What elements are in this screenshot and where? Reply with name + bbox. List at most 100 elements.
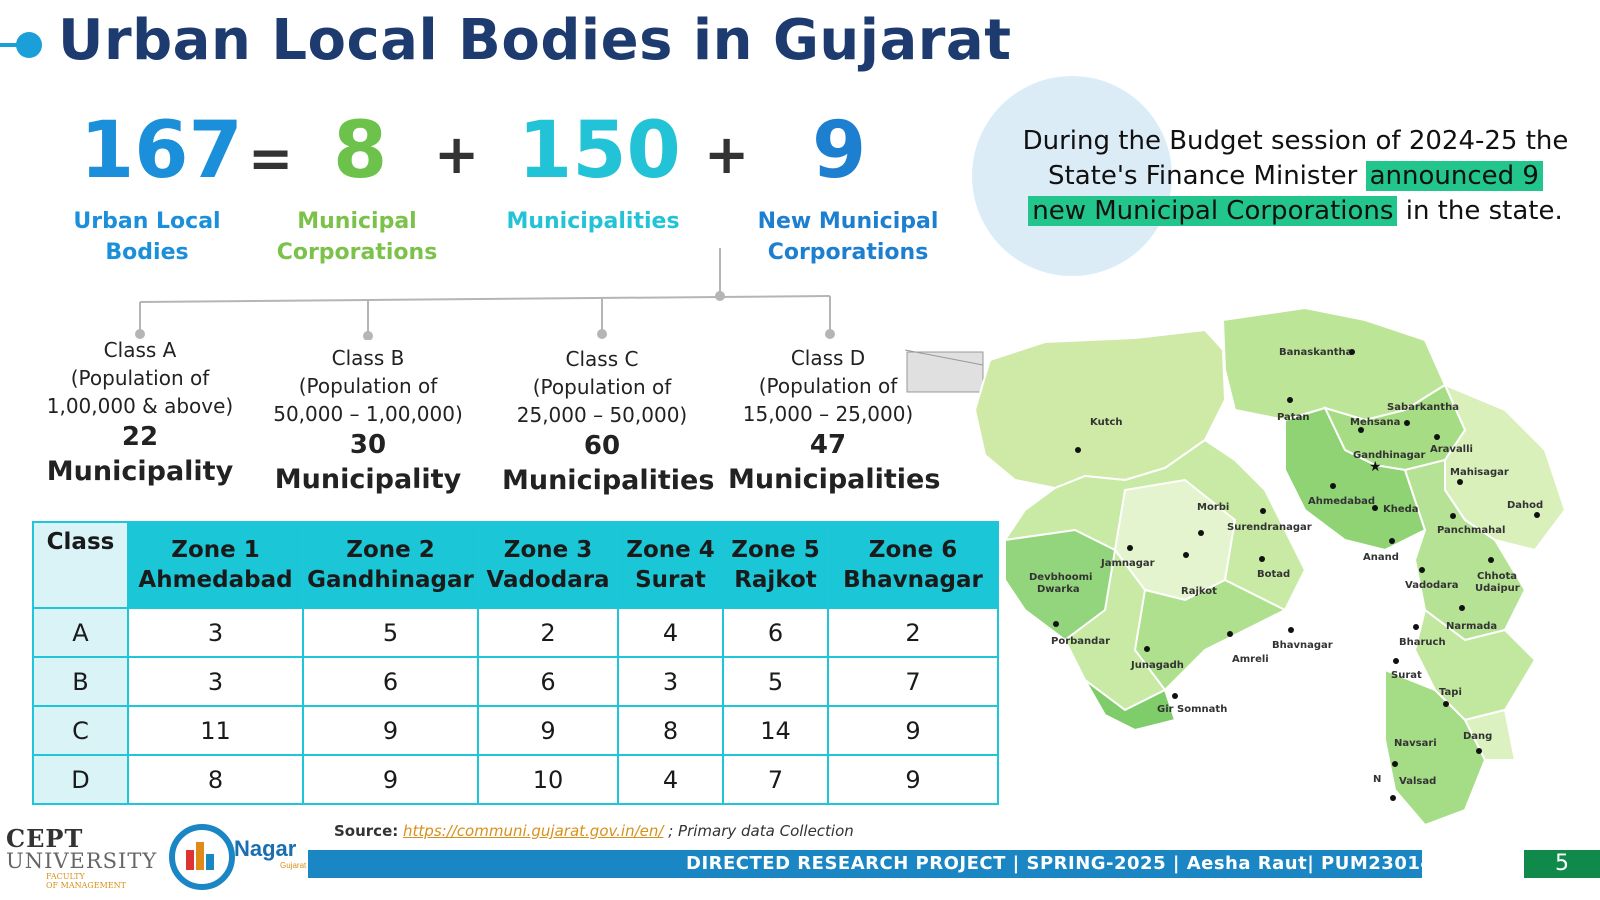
svg-text:Gujarat: Gujarat <box>280 861 307 870</box>
svg-text:Dahod: Dahod <box>1507 500 1543 511</box>
svg-text:Banaskantha: Banaskantha <box>1279 347 1352 358</box>
source-link[interactable]: https://communi.gujarat.gov.in/en/ <box>403 822 664 840</box>
table-cell: 2 <box>477 607 619 658</box>
decorative-circle <box>972 76 1172 276</box>
svg-text:Bharuch: Bharuch <box>1399 637 1446 648</box>
zone-header: Zone 2 Gandhinagar <box>302 521 479 609</box>
table-cell: 11 <box>127 705 304 756</box>
footer-text: DIRECTED RESEARCH PROJECT | SPRING-2025 … <box>686 853 1434 874</box>
class-column-header: Class <box>32 521 129 609</box>
gujarat-district-map: Banaskantha Kutch Patan Mehsana Sabarkan… <box>905 306 1567 827</box>
nagar-gujarat-logo: Nagar Gujarat <box>169 824 307 890</box>
table-cell: 3 <box>127 656 304 707</box>
svg-text:Navsari: Navsari <box>1394 738 1437 749</box>
total-ulb-label: Urban Local Bodies <box>73 209 221 265</box>
zone-header: Zone 5 Rajkot <box>722 521 829 609</box>
table-cell: 10 <box>477 754 619 805</box>
svg-text:Udaipur: Udaipur <box>1475 583 1520 594</box>
zone-class-table: Class Zone 1 Ahmedabad Zone 2 Gandhinagar … <box>32 521 999 805</box>
svg-text:Chhota: Chhota <box>1477 571 1517 582</box>
svg-text:Morbi: Morbi <box>1197 502 1229 513</box>
class-a-summary: Class A (Population of 1,00,000 & above) 2… <box>46 338 234 487</box>
svg-text:Gir Somnath: Gir Somnath <box>1157 704 1227 715</box>
svg-text:Valsad: Valsad <box>1399 776 1436 787</box>
zone-header: Zone 4 Surat <box>617 521 724 609</box>
svg-text:Dwarka: Dwarka <box>1037 584 1080 595</box>
table-cell: 5 <box>302 607 479 658</box>
table-cell: 9 <box>827 754 999 805</box>
table-cell: 9 <box>477 705 619 756</box>
svg-text:Nagar: Nagar <box>234 836 297 861</box>
svg-text:Ahmedabad: Ahmedabad <box>1308 496 1375 507</box>
row-class-label: B <box>32 656 129 707</box>
svg-text:Jamnagar: Jamnagar <box>1100 558 1155 569</box>
title-bullet-icon <box>0 32 42 58</box>
total-ulb-count: 167 <box>80 106 243 196</box>
table-cell: 6 <box>722 607 829 658</box>
table-cell: 14 <box>722 705 829 756</box>
svg-text:Rajkot: Rajkot <box>1181 586 1217 597</box>
municipal-corporation-label: Municipal Corporations <box>276 209 438 265</box>
svg-text:★: ★ <box>1369 459 1382 475</box>
class-b-summary: Class B (Population of 50,000 – 1,00,000) … <box>273 346 463 495</box>
table-row: B 3 6 6 3 5 7 <box>32 656 999 707</box>
svg-text:Sabarkantha: Sabarkantha <box>1387 402 1459 413</box>
class-tree-connector <box>135 248 835 340</box>
class-c-summary: Class C (Population of 25,000 – 50,000) 60… <box>502 347 715 496</box>
page-number: 5 <box>1524 850 1600 878</box>
table-cell: 3 <box>617 656 724 707</box>
new-corporation-count: 9 <box>812 106 867 196</box>
svg-text:Panchmahal: Panchmahal <box>1437 525 1505 536</box>
svg-text:Surat: Surat <box>1391 670 1422 681</box>
municipality-count: 150 <box>518 106 681 196</box>
svg-text:Junagadh: Junagadh <box>1130 660 1184 671</box>
svg-text:Surendranagar: Surendranagar <box>1227 522 1312 533</box>
table-cell: 8 <box>127 754 304 805</box>
svg-text:Vadodara: Vadodara <box>1405 580 1459 591</box>
row-class-label: C <box>32 705 129 756</box>
svg-text:Mahisagar: Mahisagar <box>1450 467 1509 478</box>
municipality-label: Municipalities <box>506 209 680 234</box>
svg-text:Tapi: Tapi <box>1439 687 1462 698</box>
table-cell: 8 <box>617 705 724 756</box>
footer-bar <box>308 850 1422 878</box>
new-corporation-label: New Municipal Corporations <box>757 209 939 265</box>
svg-text:Dang: Dang <box>1463 731 1492 742</box>
svg-text:Gandhinagar: Gandhinagar <box>1353 450 1426 461</box>
page-title: Urban Local Bodies in Gujarat <box>58 8 1012 73</box>
row-class-label: D <box>32 754 129 805</box>
svg-text:Kheda: Kheda <box>1383 504 1419 515</box>
equals-sign: = <box>248 127 294 190</box>
table-cell: 7 <box>722 754 829 805</box>
budget-note: During the Budget session of 2024-25 the… <box>1022 126 1569 226</box>
zone-header: Zone 3 Vadodara <box>477 521 619 609</box>
svg-text:Bhavnagar: Bhavnagar <box>1272 640 1333 651</box>
svg-text:Narmada: Narmada <box>1446 621 1497 632</box>
table-cell: 6 <box>302 656 479 707</box>
table-cell: 9 <box>827 705 999 756</box>
svg-text:Amreli: Amreli <box>1232 654 1269 665</box>
table-cell: 6 <box>477 656 619 707</box>
svg-text:Botad: Botad <box>1257 569 1290 580</box>
svg-text:Aravalli: Aravalli <box>1430 444 1473 455</box>
svg-text:Devbhoomi: Devbhoomi <box>1029 572 1092 583</box>
table-cell: 2 <box>827 607 999 658</box>
svg-text:Mehsana: Mehsana <box>1350 417 1400 428</box>
table-row: A 3 5 2 4 6 2 <box>32 607 999 658</box>
svg-text:Patan: Patan <box>1277 412 1309 423</box>
plus-sign: + <box>434 123 480 186</box>
svg-text:N: N <box>1373 774 1381 785</box>
table-cell: 4 <box>617 607 724 658</box>
table-cell: 9 <box>302 754 479 805</box>
plus-sign: + <box>704 123 750 186</box>
table-cell: 5 <box>722 656 829 707</box>
table-cell: 4 <box>617 754 724 805</box>
table-cell: 3 <box>127 607 304 658</box>
table-row: D 8 9 10 4 7 9 <box>32 754 999 805</box>
source-note: Source: https://communi.gujarat.gov.in/e… <box>334 822 854 840</box>
table-header-row: Class Zone 1 Ahmedabad Zone 2 Gandhinagar … <box>32 521 999 609</box>
svg-text:Anand: Anand <box>1363 552 1399 563</box>
cept-university-logo: CEPT UNIVERSITY FACULTY OF MANAGEMENT <box>6 824 158 891</box>
class-d-summary: Class D (Population of 15,000 – 25,000) 47… <box>728 346 941 495</box>
zone-header: Zone 6 Bhavnagar <box>827 521 999 609</box>
